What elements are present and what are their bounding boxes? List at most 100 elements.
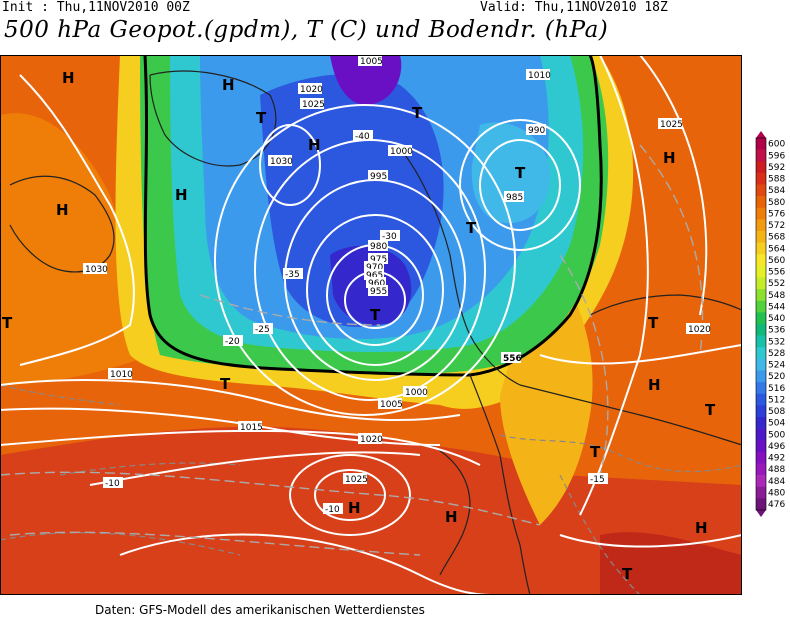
legend-level-label: 556 [768,268,785,278]
pressure-label-text: 1020 [300,85,323,95]
legend-swatch [756,161,766,174]
legend-swatch [756,451,766,464]
legend-level-label: 504 [768,419,785,429]
legend-level-label: 520 [768,372,785,382]
init-time: Init : Thu,11NOV2010 00Z [2,0,190,15]
pressure-label-text: 1025 [660,120,683,130]
legend-swatch [756,172,766,185]
temp-label-text: -10 [325,505,340,515]
low-symbol: T [648,314,659,332]
pressure-label-965: 965 [364,269,384,281]
legend-level-label: 500 [768,430,785,440]
low-symbol: T [220,375,231,393]
data-source: Daten: GFS-Modell des amerikanischen Wet… [95,603,425,617]
pressure-label-text: 1030 [270,157,293,167]
contour-552 [143,55,603,377]
legend-level-label: 496 [768,442,785,452]
pressure-label-980: 980 [368,240,388,252]
legend-swatch [756,265,766,278]
high-symbol: H [175,186,188,204]
pressure-label-1025-south: 1025 [343,473,368,485]
pressure-label-1015: 1015 [238,421,263,433]
legend-level-label: 508 [768,407,785,417]
temp-label-minus35: -35 [283,268,303,280]
pressure-label-1025-east: 1025 [658,118,683,130]
legend-level-label: 568 [768,233,785,243]
pressure-label-text: 1025 [302,100,325,110]
legend-swatch [756,207,766,220]
pressure-label-text: 1020 [360,435,383,445]
pressure-label-1020-south: 1020 [358,433,383,445]
pressure-label-1005-south: 1005 [378,398,403,410]
legend-level-label: 552 [768,279,785,289]
field-purple-north [330,55,402,106]
isobars [0,55,742,595]
legend-swatch [756,382,766,395]
pressure-label-text: 995 [370,172,387,182]
legend-level-label: 592 [768,163,785,173]
low-symbol: T [590,443,601,461]
temp-label-minus25: -25 [253,323,273,335]
legend-top-arrow [756,131,766,138]
legend-swatch [756,184,766,197]
legend-swatch [756,370,766,383]
pressure-label-1020: 1020 [298,83,323,95]
valid-time: Valid: Thu,11NOV2010 18Z [480,0,668,15]
pressure-label-text: 1000 [405,388,428,398]
legend-level-label: 584 [768,186,785,196]
legend-swatch [756,231,766,243]
legend-swatch [756,463,766,476]
legend-level-label: 596 [768,151,785,161]
pressure-label-text: 1010 [110,370,133,380]
high-symbol: H [222,76,235,94]
legend-level-label: 528 [768,349,785,359]
temp-label-minus10: -10 [103,477,123,489]
pressure-label-text: 1025 [345,475,368,485]
legend-swatch [756,254,766,267]
pressure-label-1010: 1010 [526,69,551,81]
legend-swatch [756,312,766,325]
field-orange-west [0,113,150,386]
legend-swatch [756,417,766,429]
legend-swatch [756,219,766,232]
legend-level-label: 560 [768,256,785,266]
legend-frame [755,137,767,511]
pressure-label-text: 1030 [85,265,108,275]
pressure-label-text: 1015 [240,423,263,433]
pressure-label-1010-west: 1010 [108,368,133,380]
legend-swatch [756,335,766,348]
temp-label-text: -40 [355,132,370,142]
high-symbol: H [348,499,361,517]
temp-label-minus20: -20 [223,335,243,347]
legend-swatch [756,277,766,290]
temp-label-text: -30 [382,232,397,242]
pressure-label-1025: 1025 [300,98,325,110]
pressure-label-text: 960 [368,279,385,289]
legend-swatch [756,405,766,418]
high-symbol: H [56,201,69,219]
legend-swatch [756,347,766,360]
low-symbol: T [466,219,477,237]
legend-level-label: 488 [768,465,785,475]
temp-label-minus15: -15 [588,473,608,485]
legend-swatch [756,289,766,302]
pressure-label-text: 985 [506,193,523,203]
legend-swatch [756,300,766,313]
legend-swatch [756,486,766,499]
pressure-label-text: 990 [528,126,545,136]
legend-swatch [756,196,766,209]
pressure-label-955: 955 [368,285,388,297]
legend-swatch [756,358,766,371]
temp-label-text: -15 [590,475,605,485]
legend-level-label: 492 [768,454,785,464]
pressure-label-text: 955 [370,287,387,297]
legend-bottom-arrow [756,510,766,517]
pressure-label-text: 1005 [360,57,383,67]
pressure-label-975: 975 [368,253,388,265]
legend-level-label: 544 [768,302,785,312]
temp-label-minus40: -40 [353,130,373,142]
pressure-label-text: 1005 [380,400,403,410]
high-symbol: H [62,69,75,87]
pressure-label-1000: 1000 [388,145,413,157]
